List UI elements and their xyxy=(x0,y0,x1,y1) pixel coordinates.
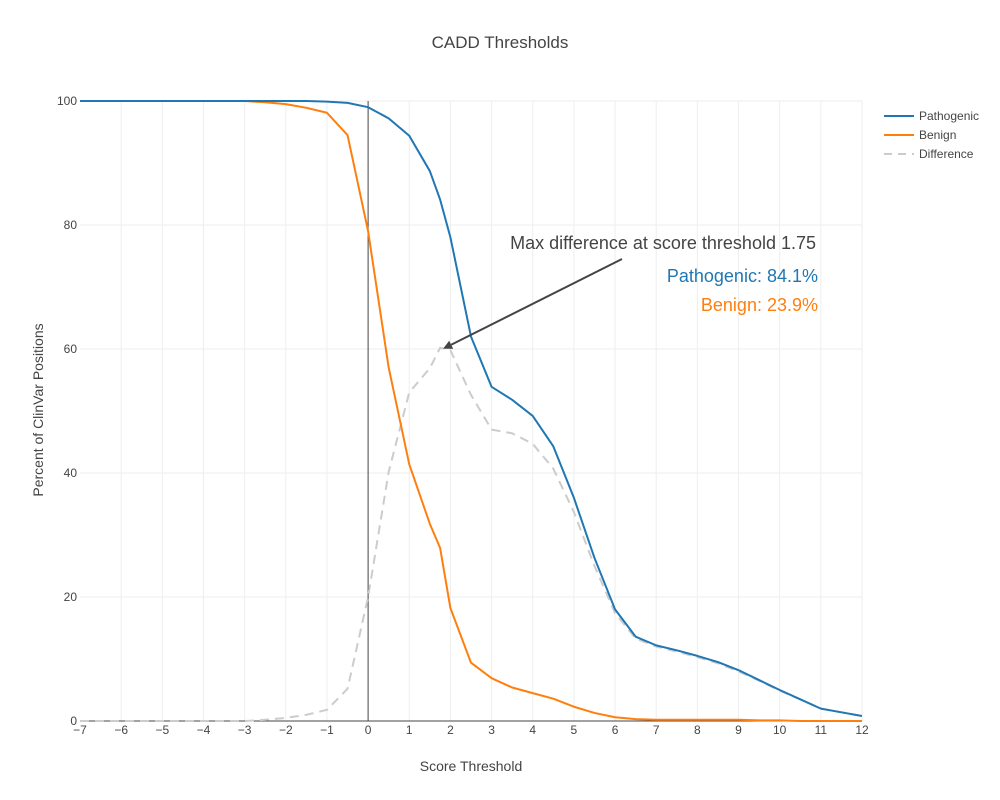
x-tick-label: 5 xyxy=(571,723,578,737)
annotation-arrow-line xyxy=(450,258,623,346)
series-line-difference xyxy=(80,346,863,722)
legend-label-difference: Difference xyxy=(919,146,974,161)
y-tick-label: 20 xyxy=(64,590,78,604)
annotation-text: Max difference at score threshold 1.75 xyxy=(510,233,816,253)
x-tick-label: −3 xyxy=(238,723,252,737)
legend-swatch-difference xyxy=(884,152,914,155)
x-tick-label: −5 xyxy=(155,723,169,737)
x-axis-label: Score Threshold xyxy=(419,758,523,774)
y-axis-ticks: 0 20 40 60 80 100 xyxy=(57,94,77,728)
x-tick-label: −6 xyxy=(114,723,128,737)
x-tick-label: −7 xyxy=(73,723,87,737)
x-tick-label: 10 xyxy=(773,723,787,737)
y-tick-label: 60 xyxy=(64,342,78,356)
legend-swatch-pathogenic xyxy=(884,114,914,117)
annotation-arrow-head xyxy=(443,340,454,349)
y-tick-label: 100 xyxy=(57,94,77,108)
x-tick-label: 6 xyxy=(612,723,619,737)
x-tick-label: 9 xyxy=(735,723,742,737)
series-line-benign xyxy=(80,100,862,722)
legend[interactable]: Pathogenic Benign Difference xyxy=(884,106,979,163)
grid-lines xyxy=(80,100,863,722)
legend-item-difference[interactable]: Difference xyxy=(884,144,979,163)
x-tick-label: 11 xyxy=(815,723,828,737)
x-tick-label: 8 xyxy=(694,723,701,737)
y-axis-label: Percent of ClinVar Positions xyxy=(30,323,46,497)
y-tick-label: 0 xyxy=(70,714,77,728)
x-axis-ticks: −7 −6 −5 −4 −3 −2 −1 0 1 2 3 4 5 6 7 8 9 10 11 12 xyxy=(73,723,869,737)
annotation-arrow xyxy=(443,258,623,349)
x-tick-label: −4 xyxy=(197,723,211,737)
annotation-benign: Benign: 23.9% xyxy=(700,295,818,315)
y-tick-label: 40 xyxy=(64,466,78,480)
legend-item-pathogenic[interactable]: Pathogenic xyxy=(884,106,979,125)
annotation-pathogenic: Pathogenic: 84.1% xyxy=(666,266,818,286)
x-tick-label: −2 xyxy=(279,723,293,737)
x-tick-label: 7 xyxy=(653,723,660,737)
legend-swatch-benign xyxy=(884,133,914,136)
x-tick-label: 12 xyxy=(855,723,869,737)
series-line-pathogenic xyxy=(80,100,863,718)
x-tick-label: 1 xyxy=(406,723,413,737)
legend-label-pathogenic: Pathogenic xyxy=(919,108,980,123)
y-tick-label: 80 xyxy=(64,218,78,232)
legend-item-benign[interactable]: Benign xyxy=(884,125,979,144)
legend-label-benign: Benign xyxy=(919,127,957,142)
x-tick-label: −1 xyxy=(320,723,334,737)
x-tick-label: 0 xyxy=(365,723,372,737)
x-tick-label: 2 xyxy=(447,723,454,737)
x-tick-label: 4 xyxy=(529,723,536,737)
series-group xyxy=(80,100,863,722)
x-tick-label: 3 xyxy=(488,723,495,737)
chart-title: CADD Thresholds xyxy=(431,33,569,52)
